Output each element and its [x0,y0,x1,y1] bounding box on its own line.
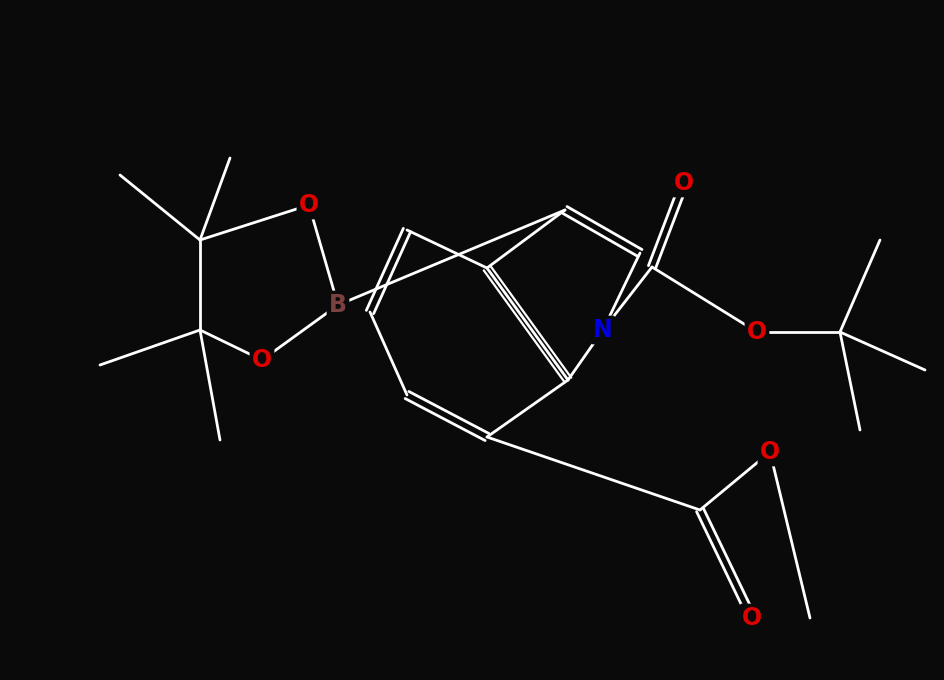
Text: O: O [298,193,319,217]
Text: O: O [741,606,761,630]
Text: O: O [252,348,272,372]
Text: O: O [673,171,693,195]
Text: O: O [759,440,779,464]
Text: B: B [329,293,346,317]
Text: N: N [593,318,613,342]
Text: O: O [746,320,767,344]
